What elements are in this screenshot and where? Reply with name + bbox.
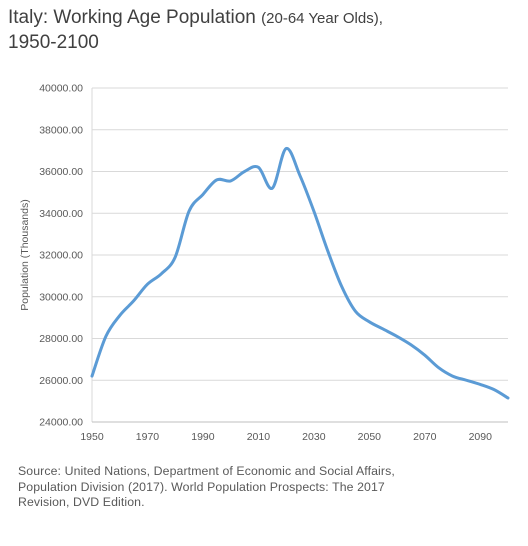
gridlines (92, 87, 508, 381)
chart-title: Italy: Working Age Population (20-64 Yea… (8, 6, 518, 55)
x-tick-label: 1990 (191, 431, 215, 443)
y-tick-label: 26000.00 (39, 375, 83, 387)
x-tick-label: 2010 (247, 431, 271, 443)
chart-title-main: Italy: Working Age Population (8, 7, 256, 28)
chart-title-years: 1950-2100 (8, 32, 99, 53)
x-tick-labels: 1950 1970 1990 2010 2030 2050 2070 2090 (80, 431, 492, 443)
x-tick-label: 1950 (80, 431, 104, 443)
y-tick-label: 32000.00 (39, 250, 83, 262)
y-tick-label: 28000.00 (39, 333, 83, 345)
source-note: Source: United Nations, Department of Ec… (18, 464, 395, 509)
y-axis-label: Population (Thousands) (19, 199, 31, 311)
x-tick-label: 2050 (358, 431, 382, 443)
y-tick-labels: 24000.00 26000.00 28000.00 30000.00 32000.00… (39, 83, 83, 429)
x-tick-label: 2070 (413, 431, 437, 443)
x-tick-label: 2030 (302, 431, 326, 443)
chart-subtitle: (20-64 Year Olds), (261, 10, 383, 27)
y-tick-label: 36000.00 (39, 166, 83, 178)
series-line (90, 147, 510, 400)
y-tick-label: 40000.00 (39, 83, 83, 95)
y-tick-label: 30000.00 (39, 291, 83, 303)
x-tick-label: 2090 (469, 431, 493, 443)
y-tick-label: 34000.00 (39, 208, 83, 220)
y-tick-label: 24000.00 (39, 417, 83, 429)
y-tick-label: 38000.00 (39, 124, 83, 136)
x-tick-label: 1970 (136, 431, 160, 443)
